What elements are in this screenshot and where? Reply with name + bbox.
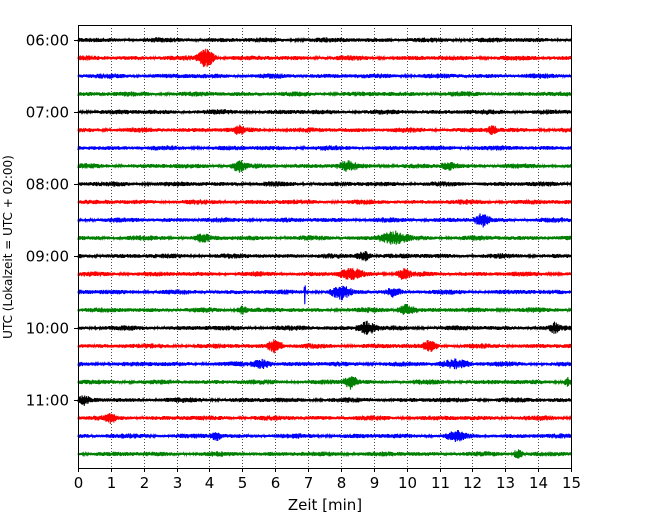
x-tick-label: 11 bbox=[431, 474, 450, 492]
trace-0615 bbox=[77, 48, 572, 67]
trace-0930 bbox=[77, 285, 572, 305]
trace-0600 bbox=[77, 36, 572, 44]
x-axis-title: Zeit [min] bbox=[288, 496, 362, 514]
x-tick-label: 14 bbox=[529, 474, 548, 492]
trace-0730 bbox=[77, 144, 572, 152]
x-tick-label: 12 bbox=[463, 474, 482, 492]
trace-0715 bbox=[77, 124, 572, 135]
trace-0815 bbox=[77, 198, 572, 206]
trace-1045 bbox=[77, 376, 572, 390]
x-tick-label: 2 bbox=[140, 474, 150, 492]
trace-0845 bbox=[77, 230, 572, 245]
trace-1130 bbox=[77, 429, 572, 442]
trace-1015 bbox=[77, 339, 572, 354]
y-hour-label: 09:00 bbox=[26, 248, 69, 266]
trace-0945 bbox=[77, 303, 572, 315]
y-hour-label: 06:00 bbox=[26, 32, 69, 50]
x-tick-label: 13 bbox=[496, 474, 515, 492]
seismic-traces bbox=[77, 36, 572, 459]
trace-1100 bbox=[77, 395, 572, 406]
x-tick-label: 0 bbox=[74, 474, 84, 492]
y-hour-label: 10:00 bbox=[26, 320, 69, 338]
trace-0915 bbox=[77, 268, 572, 281]
trace-1000 bbox=[77, 320, 572, 335]
x-tick-label: 6 bbox=[271, 474, 281, 492]
trace-1145 bbox=[77, 449, 572, 459]
trace-0900 bbox=[77, 251, 572, 262]
y-hour-label: 08:00 bbox=[26, 176, 69, 194]
x-tick-label: 4 bbox=[205, 474, 215, 492]
x-tick-label: 3 bbox=[173, 474, 183, 492]
y-hour-label: 11:00 bbox=[26, 392, 69, 410]
x-tick-label: 7 bbox=[304, 474, 314, 492]
trace-0745 bbox=[77, 160, 572, 173]
trace-0630 bbox=[77, 72, 572, 80]
trace-0830 bbox=[77, 213, 572, 228]
trace-1030 bbox=[77, 358, 572, 370]
trace-1115 bbox=[77, 412, 572, 424]
x-tick-label: 9 bbox=[370, 474, 380, 492]
x-tick-label: 15 bbox=[562, 474, 581, 492]
x-tick-label: 5 bbox=[238, 474, 248, 492]
y-axis-title: UTC (Lokalzeit = UTC + 02:00) bbox=[1, 155, 15, 339]
y-hour-label: 07:00 bbox=[26, 104, 69, 122]
plot-frame bbox=[78, 25, 572, 469]
x-tick-label: 10 bbox=[398, 474, 417, 492]
x-gridlines bbox=[111, 25, 539, 468]
x-tick-label: 1 bbox=[107, 474, 117, 492]
trace-0645 bbox=[77, 90, 572, 98]
x-tick-label: 8 bbox=[337, 474, 347, 492]
trace-0800 bbox=[77, 180, 572, 188]
x-axis-ticks: 0 1 2 3 4 5 6 7 8 9 10 11 12 13 14 15 bbox=[74, 468, 581, 492]
y-axis-hour-labels: 06:00 07:00 08:00 09:00 10:00 11:00 bbox=[26, 32, 78, 410]
trace-0700 bbox=[77, 108, 572, 116]
